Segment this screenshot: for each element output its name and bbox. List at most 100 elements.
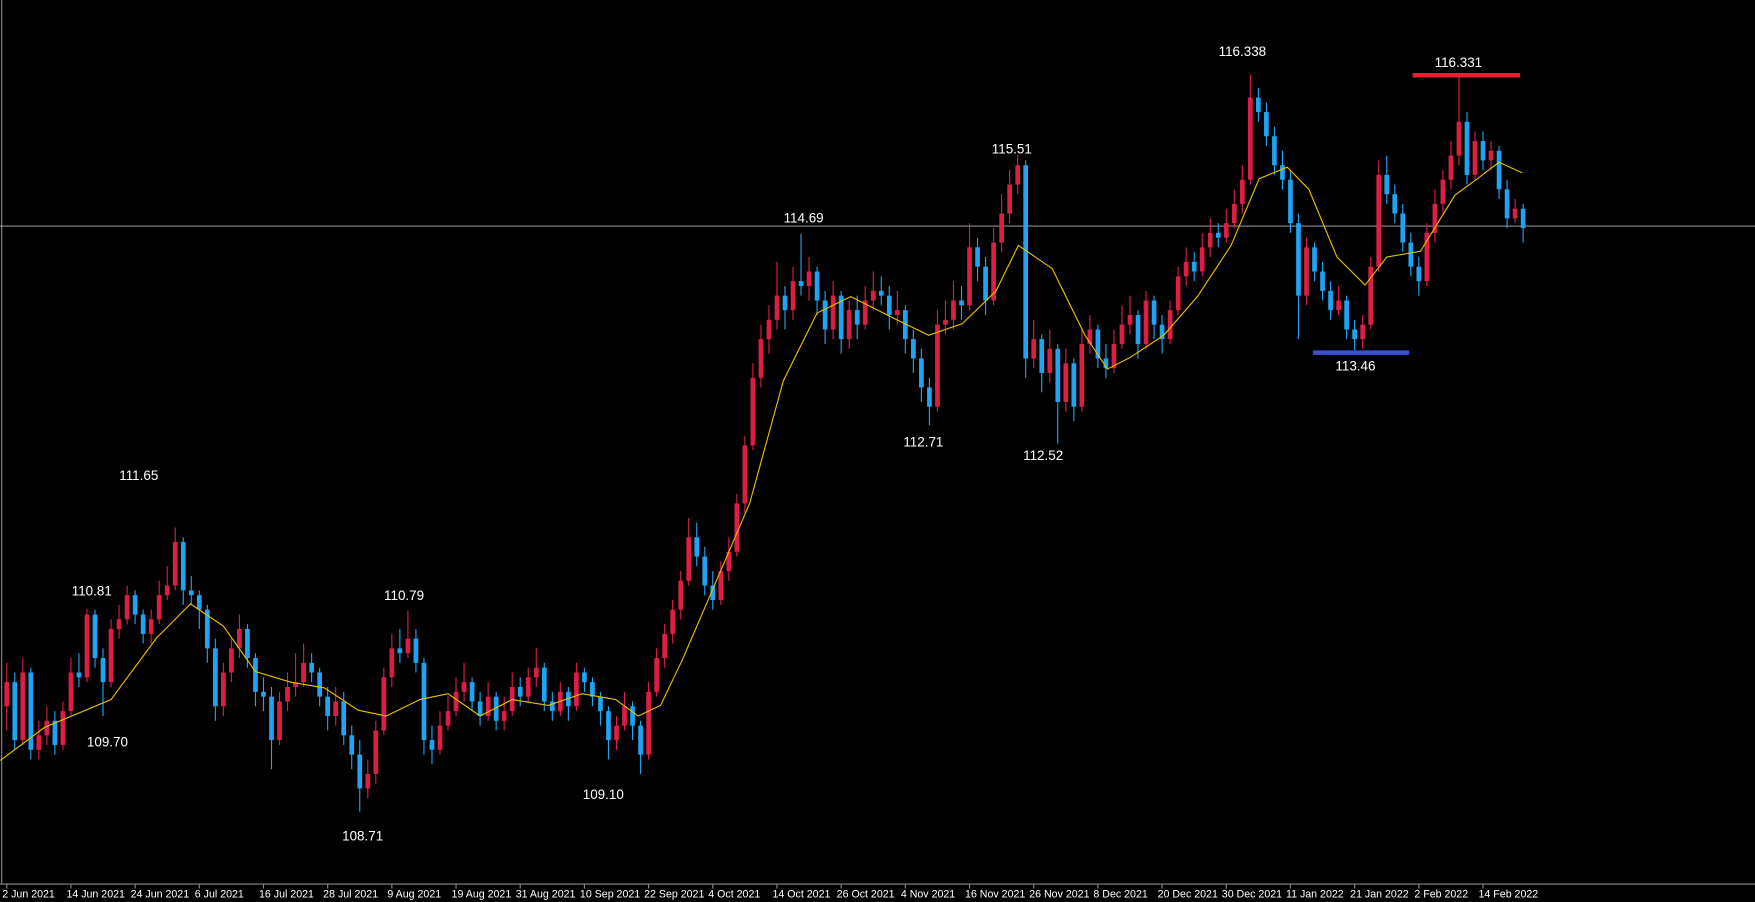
candle-body [92, 614, 98, 658]
candle-body [333, 701, 339, 716]
candle-body [766, 319, 772, 340]
x-tick-label: 28 Jul 2021 [323, 889, 378, 901]
candle-body [132, 595, 138, 615]
candle-body [694, 537, 700, 557]
candle-body [381, 677, 387, 731]
candle-body [1111, 343, 1117, 369]
candle-body [293, 682, 298, 687]
candle-body [140, 614, 146, 634]
candle-body [116, 619, 122, 630]
candle-body [919, 358, 924, 388]
candle-body [1127, 314, 1133, 325]
x-tick-label: 21 Jan 2022 [1350, 889, 1409, 901]
candle-body [196, 595, 202, 610]
candle-body [517, 686, 523, 697]
candle-body [100, 657, 106, 683]
candle-body [1247, 97, 1253, 180]
candle-body [1328, 290, 1333, 311]
candle-body [461, 682, 467, 692]
price-annotation: 114.69 [784, 211, 824, 226]
candle-body [1055, 348, 1061, 402]
price-annotation: 112.71 [903, 435, 943, 450]
candle-body [277, 701, 282, 741]
candle-body [1047, 348, 1053, 373]
candle-body [156, 595, 162, 620]
candle-body [245, 629, 250, 658]
moving-average [0, 161, 1523, 761]
candle-body [301, 662, 306, 683]
candle-body [814, 271, 820, 301]
candle-body [180, 542, 186, 591]
x-tick-label: 22 Sep 2021 [644, 889, 704, 901]
candle-body [1456, 121, 1462, 156]
candle-body [710, 585, 716, 601]
candle-body [12, 682, 18, 741]
x-tick-label: 14 Jun 2021 [66, 889, 125, 901]
candle-body [935, 324, 940, 407]
candle-body [1143, 300, 1149, 344]
candle-body [1151, 300, 1157, 325]
candle-body [622, 706, 627, 726]
candle-body [702, 556, 708, 586]
candle-body [790, 281, 796, 311]
candle-body [1336, 300, 1341, 311]
candle-body [1103, 358, 1109, 369]
candle-body [52, 720, 58, 745]
candle-body [341, 701, 347, 736]
candle-body [229, 648, 234, 673]
candle-body [1448, 155, 1454, 180]
candle-body [429, 740, 435, 750]
price-annotation: 109.70 [87, 734, 128, 749]
candles [4, 74, 1526, 812]
candle-body [1175, 276, 1181, 311]
candle-body [846, 310, 852, 340]
candle-body [237, 629, 242, 649]
candle-body [60, 711, 66, 745]
candle-body [1223, 223, 1229, 238]
candle-body [437, 725, 443, 750]
candle-body [325, 696, 331, 716]
candle-body [1464, 121, 1470, 175]
candle-body [590, 682, 595, 697]
candle-body [1231, 203, 1237, 224]
candle-body [1280, 165, 1285, 180]
candle-body [838, 295, 844, 340]
candle-body [822, 300, 828, 330]
candle-body [598, 696, 603, 712]
candle-body [172, 542, 178, 586]
candle-body [1432, 203, 1438, 233]
candle-body [285, 686, 290, 702]
candle-body [1376, 174, 1382, 267]
candle-body [28, 672, 34, 750]
candle-body [1504, 189, 1510, 219]
candle-body [1480, 141, 1486, 161]
candle-body [862, 300, 868, 325]
candle-body [1520, 208, 1526, 229]
x-tick-label: 20 Dec 2021 [1158, 889, 1218, 901]
x-tick-label: 24 Jun 2021 [131, 889, 190, 901]
candle-body [1256, 97, 1261, 113]
candle-body [1368, 266, 1374, 325]
candle-body [44, 720, 50, 736]
candle-body [1215, 232, 1221, 238]
candle-body [654, 657, 659, 692]
candle-body [1071, 363, 1077, 407]
candle-body [902, 310, 908, 340]
candle-body [1296, 223, 1301, 296]
candle-body [1416, 266, 1422, 282]
candle-body [614, 725, 619, 741]
candle-body [1095, 329, 1101, 359]
candle-body [646, 691, 651, 755]
candle-body [959, 300, 964, 306]
candle-body [477, 701, 483, 716]
candle-body [678, 580, 684, 610]
candle-body [734, 503, 740, 552]
candle-body [951, 300, 956, 320]
candle-body [541, 667, 547, 702]
x-tick-label: 31 Aug 2021 [516, 889, 576, 901]
candle-body [1384, 174, 1390, 195]
x-tick-label: 9 Aug 2021 [387, 889, 441, 901]
candle-body [1079, 343, 1085, 407]
candle-body [943, 319, 948, 325]
candle-body [1312, 247, 1317, 272]
